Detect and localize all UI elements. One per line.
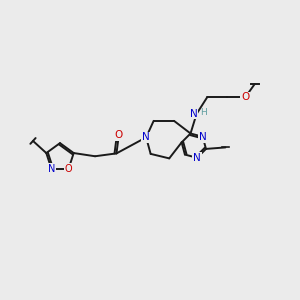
Text: H: H bbox=[200, 108, 206, 117]
Text: O: O bbox=[241, 92, 249, 103]
Text: O: O bbox=[115, 130, 123, 140]
Text: N: N bbox=[199, 132, 207, 142]
Text: N: N bbox=[48, 164, 55, 174]
Text: N: N bbox=[142, 132, 150, 142]
Text: O: O bbox=[65, 164, 72, 174]
Text: N: N bbox=[193, 153, 201, 163]
Text: N: N bbox=[190, 109, 198, 119]
